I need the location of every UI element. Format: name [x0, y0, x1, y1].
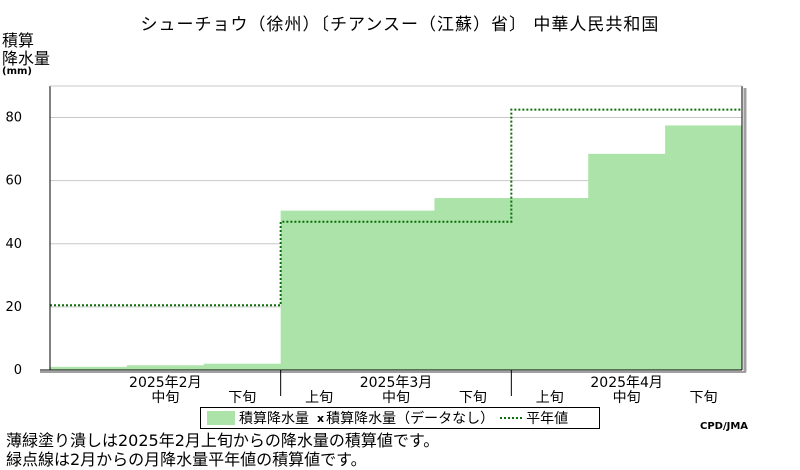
x-period-label-6: 下旬	[459, 390, 487, 406]
y-tick-label-40: 40	[5, 237, 22, 252]
y-axis-label-line1: 積算	[2, 31, 35, 50]
y-tick-label-80: 80	[5, 111, 22, 126]
y-tick-label-20: 20	[5, 300, 22, 315]
y-axis-label-line2: 降水量	[2, 49, 51, 68]
accum-bar-4	[280, 210, 359, 370]
chart-title: シューチョウ（徐州）〔チアンスー（江蘇）省〕 中華人民共和国	[140, 15, 660, 35]
accum-bar-2	[126, 365, 205, 370]
x-period-label-2: 中旬	[151, 390, 179, 406]
accum-bar-5	[357, 210, 435, 370]
x-period-label-8: 中旬	[613, 390, 641, 406]
x-period-label-3: 下旬	[228, 390, 256, 406]
legend-marker-nodata: x	[317, 411, 325, 425]
x-month-label-2: 2025年3月	[360, 375, 433, 391]
note-line1: 薄緑塗り潰しは2025年2月上旬からの降水量の積算値です。	[6, 431, 440, 450]
legend-swatch-filled	[207, 411, 235, 425]
credit: CPD/JMA	[700, 421, 749, 432]
x-period-label-4: 上旬	[305, 390, 333, 406]
x-month-label-3: 2025年4月	[590, 375, 663, 391]
accum-bar-6	[434, 198, 512, 370]
y-tick-label-0: 0	[14, 363, 22, 378]
y-axis-unit: (mm)	[2, 66, 32, 77]
note-line2: 緑点線は2月からの月降水量平年値の積算値です。	[6, 450, 367, 469]
normal-step-line	[50, 108, 742, 307]
accum-bar-3	[203, 363, 282, 370]
x-period-label-5: 中旬	[382, 390, 410, 406]
x-period-label-9: 下旬	[690, 390, 718, 406]
legend: 積算降水量 x 積算降水量（データなし） 平年値	[200, 407, 600, 429]
y-tick-label-60: 60	[5, 174, 22, 189]
x-period-label-7: 上旬	[536, 390, 564, 406]
accum-bar-1	[50, 366, 128, 370]
accum-bar-8	[588, 153, 666, 370]
x-month-label-1: 2025年2月	[129, 375, 202, 391]
legend-label-nodata: 積算降水量（データなし）	[326, 411, 495, 427]
accum-bar-9	[665, 125, 743, 370]
legend-label-normal: 平年値	[526, 411, 569, 427]
legend-label-filled: 積算降水量	[239, 411, 309, 427]
accum-bar-7	[511, 198, 589, 370]
legend-line-normal	[500, 417, 523, 419]
